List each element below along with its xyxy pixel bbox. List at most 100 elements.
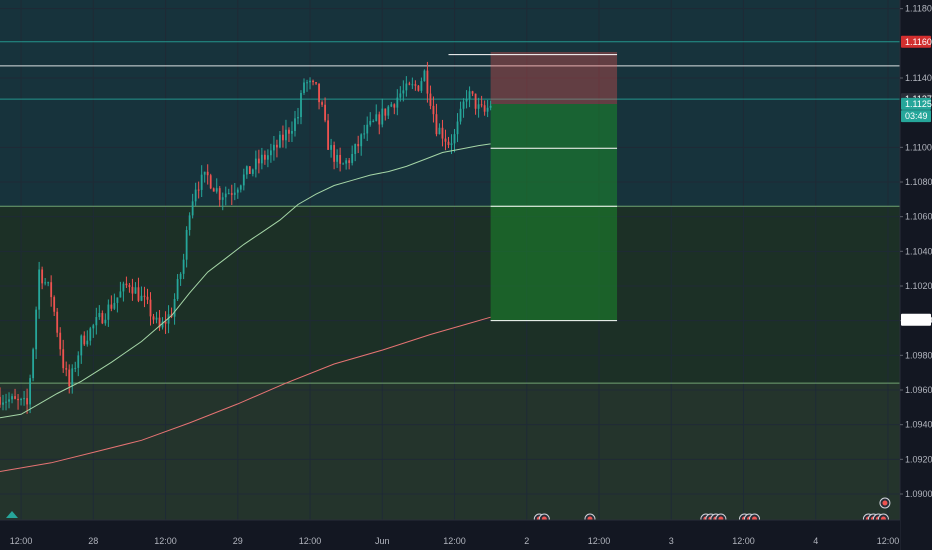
candle-body [486, 107, 489, 112]
candle-body [294, 118, 296, 131]
candle-body [384, 108, 387, 116]
candle-body [321, 102, 323, 105]
price-axis [900, 0, 932, 550]
candle-body [143, 295, 146, 297]
candle-body [71, 368, 74, 387]
candle-body [95, 317, 98, 326]
candle-body [381, 108, 384, 125]
candle-body [453, 134, 456, 144]
time-tick-label-2: 12:00 [154, 536, 177, 546]
candle-body [378, 114, 381, 125]
position-target-zone[interactable] [490, 104, 618, 321]
candle-body [149, 299, 152, 317]
price-tag-4[interactable] [901, 313, 931, 326]
candle-body [53, 297, 56, 312]
candle-body [251, 169, 254, 174]
price-tag-label-2: 1.11251 [905, 99, 932, 109]
time-tick-label-1: 28 [88, 536, 98, 546]
candle-body [318, 83, 320, 103]
candle-body [408, 83, 411, 85]
candle-body [227, 193, 230, 195]
candle-body [14, 396, 16, 399]
candle-body [339, 154, 342, 164]
candle-body [209, 175, 212, 189]
candle-body [98, 313, 101, 318]
moving-average-fast[interactable] [0, 143, 491, 419]
time-tick-label-3: 29 [233, 536, 243, 546]
candle-body [423, 70, 426, 82]
candle-body [167, 314, 170, 324]
candle-body [414, 84, 417, 86]
candle-body [474, 93, 477, 109]
candle-body [32, 349, 35, 379]
candle-body [38, 269, 41, 310]
candle-body [279, 134, 281, 148]
candle-body [465, 98, 468, 102]
candle-body [203, 171, 206, 175]
candle-body [113, 302, 116, 309]
candle-body [8, 399, 10, 402]
candle-body [65, 368, 68, 370]
price-tick-label-6: 1.10200 [905, 281, 932, 291]
candle-body [212, 188, 215, 192]
candle-body [26, 398, 28, 405]
candle-body [366, 124, 369, 134]
candle-body [402, 90, 405, 94]
candle-body [390, 104, 393, 107]
candle-body [429, 93, 432, 106]
candle-body [158, 317, 161, 328]
candle-body [369, 121, 372, 125]
candle-body [80, 335, 83, 356]
tradingview-logo-icon[interactable] [6, 511, 18, 518]
candle-body [420, 81, 423, 91]
candle-body [254, 158, 257, 170]
candle-body [260, 154, 263, 164]
price-tag-0[interactable] [901, 35, 931, 48]
position-stop-zone[interactable] [490, 52, 618, 104]
candle-body [387, 106, 390, 116]
time-tick-label-5: Jun [375, 536, 390, 546]
candle-body [116, 297, 119, 303]
candle-body [441, 127, 444, 139]
candle-body [29, 378, 32, 405]
candle-body [426, 70, 429, 94]
candle-body [342, 163, 345, 165]
time-tick-label-8: 12:00 [588, 536, 611, 546]
candle-body [44, 282, 47, 284]
candle-body [248, 166, 251, 174]
candle-body [74, 367, 77, 369]
candle-body [363, 133, 366, 135]
price-tag-label-4: 1.10005 [905, 315, 932, 325]
candle-body [489, 105, 492, 108]
price-tag-2[interactable] [901, 97, 931, 110]
moving-average-slow[interactable] [0, 316, 491, 472]
time-tick-label-10: 12:00 [732, 536, 755, 546]
price-tick-label-8: 1.10600 [905, 212, 932, 222]
candle-body [188, 215, 191, 230]
candle-body [312, 80, 314, 83]
candle-body [393, 104, 396, 108]
price-tag-3[interactable] [901, 110, 931, 123]
candle-body [176, 279, 179, 300]
candle-body [450, 143, 453, 145]
candle-body [20, 399, 22, 401]
candle-body [152, 316, 155, 320]
candle-body [266, 155, 269, 160]
candles-group [0, 61, 492, 414]
candle-body [191, 201, 194, 216]
time-tick-label-0: 12:00 [10, 536, 33, 546]
candle-body [348, 160, 351, 163]
candle-body [462, 101, 465, 109]
candle-body [354, 144, 357, 154]
candle-body [327, 120, 329, 150]
candle-body [477, 104, 480, 109]
candle-body [182, 259, 185, 274]
candle-body [110, 304, 113, 309]
time-tick-label-12: 12:00 [877, 536, 900, 546]
price-tick-label-1: 1.09200 [905, 454, 932, 464]
zone-band-1 [0, 206, 900, 384]
candle-body [399, 93, 402, 98]
candle-body [236, 189, 239, 193]
